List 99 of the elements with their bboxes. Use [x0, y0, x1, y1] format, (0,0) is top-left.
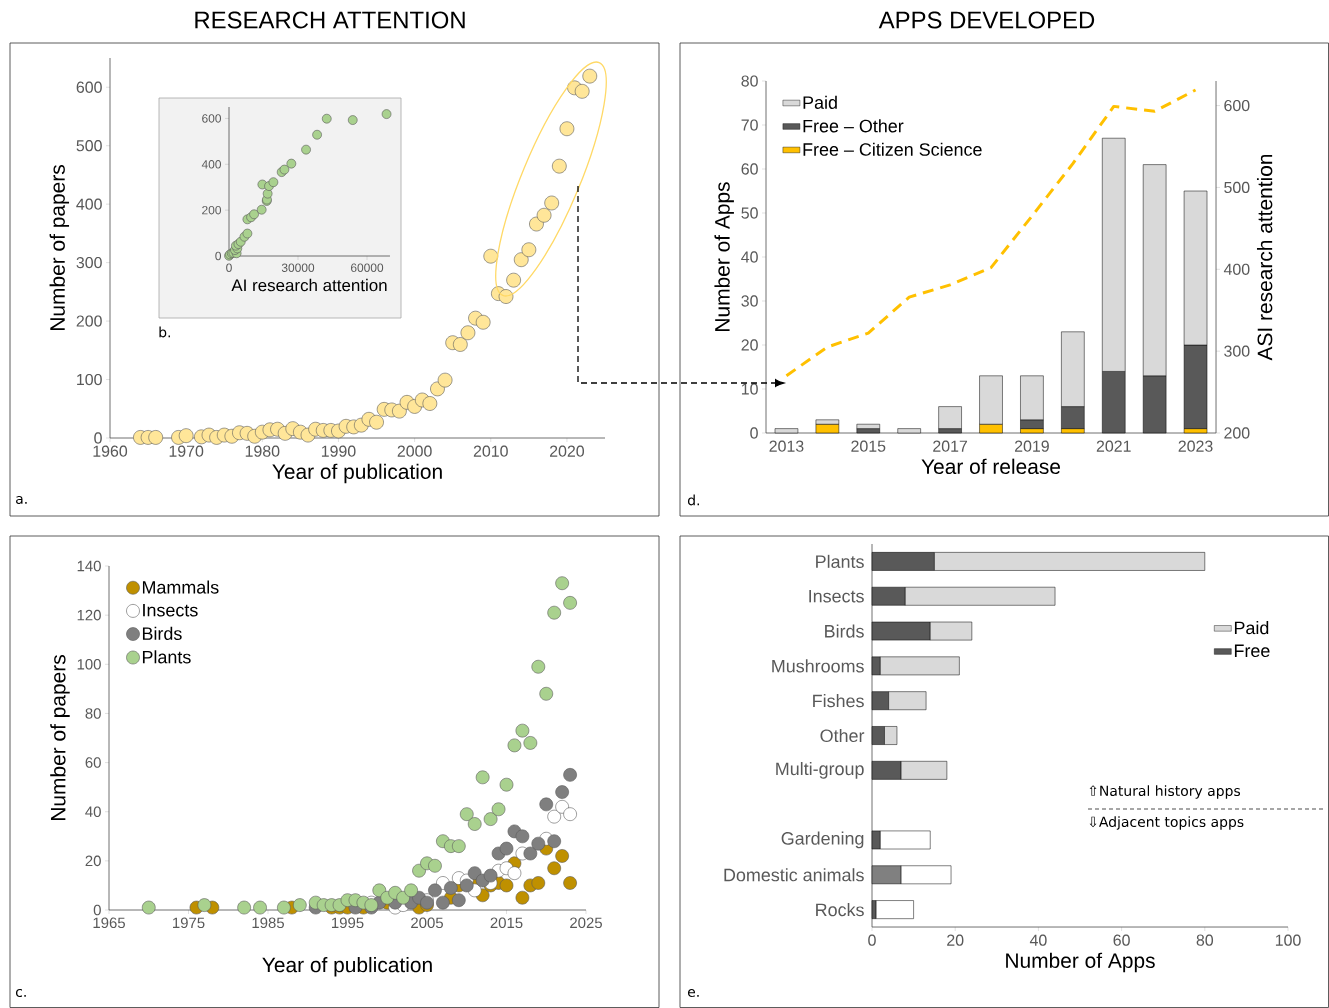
y-tick-label: Domestic animals [724, 868, 864, 882]
y-tick-label: 600 [76, 81, 102, 93]
y2-tick-label: 200 [1224, 427, 1250, 439]
annotation: b. [159, 326, 170, 338]
legend-label: Free – Citizen Science [803, 142, 982, 156]
y-tick-label: 0 [94, 432, 102, 444]
y-tick-label: 0 [750, 427, 758, 439]
x-tick-label: 2017 [933, 440, 968, 452]
x-tick-label: 0 [226, 263, 232, 272]
y-tick-label: 30 [741, 295, 758, 307]
y-tick-label: 20 [741, 339, 758, 351]
y2-tick-label: 400 [1223, 263, 1250, 275]
x-tick-label: 2005 [411, 917, 443, 929]
x-tick-label: 2000 [397, 445, 432, 457]
y-tick-label: 300 [76, 256, 102, 269]
legend-label: Plants [142, 650, 191, 664]
x-axis-title: Year of publication [262, 956, 432, 977]
text: d. [687, 494, 699, 506]
x-tick-label: 2015 [490, 917, 523, 929]
y2-tick-label: 300 [1224, 345, 1250, 357]
y-tick-label: 100 [77, 659, 101, 670]
x-tick-label: 2010 [473, 445, 508, 457]
y2-tick-label: 600 [1224, 99, 1250, 112]
y-tick-label: Other [820, 728, 865, 743]
x-tick-label: 60 [1113, 934, 1130, 946]
text: e. [687, 989, 699, 998]
text: c. [15, 989, 26, 998]
y-tick-label: 120 [77, 609, 101, 621]
x-tick-label: 40 [1029, 934, 1047, 946]
legend-label: Free – Other [803, 119, 904, 133]
y-tick-label: 200 [76, 315, 102, 327]
y-tick-label: Multi-group [776, 761, 864, 779]
legend-label: Birds [142, 626, 182, 640]
y-tick-label: 0 [215, 251, 222, 261]
annotation: ⇩Adjacent topics apps [1089, 816, 1244, 830]
x-axis-title: Year of publication [272, 463, 442, 484]
y-tick-label: 80 [741, 75, 758, 87]
chart-title: RESEARCH ATTENTION [195, 11, 465, 29]
y2-tick-label: 500 [1224, 181, 1250, 194]
x-tick-label: 2015 [851, 440, 886, 452]
y-tick-label: 10 [741, 383, 758, 395]
y-tick-label: Rocks [816, 903, 864, 917]
y-tick-label: Fishes [813, 694, 864, 708]
x-tick-label: 2025 [570, 917, 602, 929]
x-tick-label: 2013 [769, 440, 804, 452]
y-tick-label: Plants [816, 554, 864, 568]
y-tick-label: 80 [85, 708, 101, 719]
annotation: ⇧Natural history apps [1089, 785, 1241, 799]
x-tick-label: 1965 [93, 917, 125, 929]
x-axis-title: AI research attention [231, 278, 387, 292]
x-tick-label: 60000 [350, 263, 384, 272]
text: a. [16, 496, 27, 505]
y-axis-title: Number of Apps [714, 182, 734, 331]
x-tick-label: 1960 [93, 445, 128, 457]
legend-label: Mammals [142, 580, 219, 594]
y-tick-label: 60 [741, 163, 758, 175]
x-tick-label: 2021 [1096, 440, 1131, 452]
x-tick-label: 0 [868, 934, 876, 946]
y-tick-label: Birds [825, 624, 864, 638]
x-axis-title: Year of release [921, 458, 1061, 475]
y-tick-label: 70 [741, 119, 758, 131]
x-tick-label: 1980 [245, 445, 280, 457]
legend-label: Insects [143, 603, 198, 617]
x-tick-label: 30000 [281, 263, 315, 272]
x-tick-label: 100 [1275, 934, 1301, 946]
y-tick-label: 400 [201, 160, 222, 169]
y-tick-label: 600 [202, 114, 222, 123]
x-tick-label: 2023 [1178, 440, 1213, 452]
x-tick-label: 1970 [169, 445, 204, 457]
x-tick-label: 1985 [252, 917, 284, 929]
y-axis-title: Number of papers [49, 165, 70, 331]
y-tick-label: 500 [76, 140, 102, 152]
y-tick-label: 40 [741, 251, 758, 263]
y-tick-label: Gardening [781, 831, 864, 849]
x-tick-label: 20 [947, 934, 964, 946]
x-tick-label: 2019 [1014, 440, 1049, 452]
y-tick-label: 140 [77, 560, 101, 572]
x-tick-label: 2020 [549, 445, 585, 457]
y-tick-label: Mushrooms [772, 659, 864, 673]
y-tick-label: 50 [741, 207, 758, 219]
y-tick-label: 40 [85, 806, 101, 818]
y-tick-label: 200 [202, 205, 222, 215]
x-tick-label: 1975 [173, 917, 205, 929]
chart-title: APPS DEVELOPED [878, 11, 1095, 29]
y-tick-label: 0 [93, 904, 101, 916]
legend-label: Free [1234, 644, 1270, 658]
x-axis-title: Number of Apps [1006, 952, 1155, 973]
y-tick-label: 100 [77, 373, 102, 386]
y-tick-label: Insects [809, 589, 864, 603]
legend-label: Paid [1234, 621, 1269, 635]
y2-axis-title: ASI research attention [1256, 154, 1273, 361]
x-tick-label: 80 [1196, 934, 1214, 946]
x-tick-label: 1995 [332, 917, 364, 929]
y-tick-label: 20 [85, 855, 101, 867]
y-tick-label: 400 [76, 198, 102, 210]
y-tick-label: 60 [85, 757, 101, 768]
x-tick-label: 1990 [321, 445, 356, 457]
legend-label: Paid [803, 95, 837, 109]
y-axis-title: Number of papers [50, 655, 70, 821]
